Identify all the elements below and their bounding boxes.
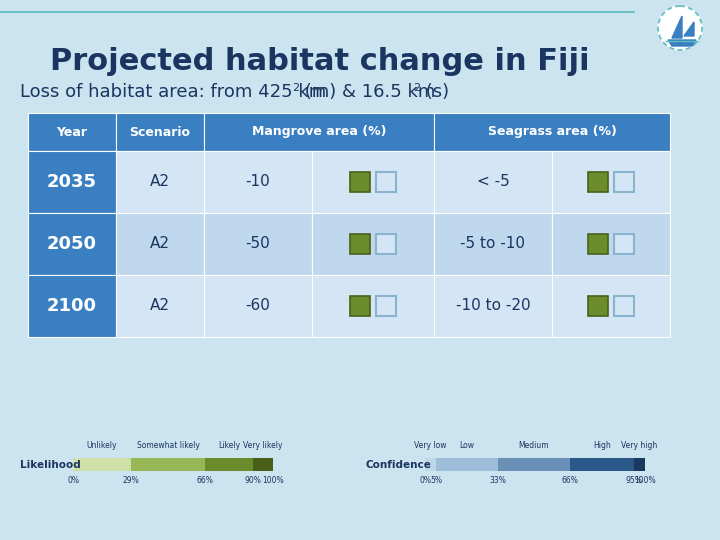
Text: Seagrass area (%): Seagrass area (%) [487,125,616,138]
Text: 0%: 0% [67,476,79,485]
Bar [570,458,634,471]
Bar [498,458,570,471]
Bar [614,234,634,254]
Bar [253,458,273,471]
Text: Likelihood: Likelihood [20,460,81,469]
Bar [28,151,116,213]
Circle shape [658,6,702,50]
Text: < -5: < -5 [477,174,509,190]
Text: High: High [593,441,611,449]
Bar [552,213,670,275]
Bar [204,113,434,151]
Text: Year: Year [56,125,88,138]
Bar [28,275,116,337]
Bar [204,213,312,275]
Polygon shape [684,22,694,36]
Text: Somewhat likely: Somewhat likely [137,441,199,449]
Text: Very low: Very low [414,441,446,449]
Text: -50: -50 [246,237,271,252]
Bar [204,275,312,337]
Bar [376,172,396,192]
Text: 100%: 100% [634,476,656,485]
Text: 2035: 2035 [47,173,97,191]
Text: -10 to -20: -10 to -20 [456,299,531,314]
Bar [434,151,552,213]
Bar [350,296,370,316]
Bar [28,113,116,151]
Text: Loss of habitat area: from 425 km: Loss of habitat area: from 425 km [20,83,326,101]
Text: 33%: 33% [489,476,506,485]
Text: Scenario: Scenario [130,125,191,138]
Bar [131,458,205,471]
Text: 2: 2 [413,83,420,93]
Text: A2: A2 [150,237,170,252]
Text: 5%: 5% [430,476,442,485]
Text: Confidence: Confidence [365,460,431,469]
Text: 66%: 66% [197,476,213,485]
Text: -10: -10 [246,174,271,190]
Bar [588,234,608,254]
Bar [588,172,608,192]
Text: 0%: 0% [419,476,431,485]
Text: Very likely: Very likely [243,441,283,449]
Text: Projected habitat change in Fiji: Projected habitat change in Fiji [50,48,590,77]
Bar [116,113,204,151]
Text: 66%: 66% [562,476,579,485]
Bar [350,172,370,192]
Bar [350,234,370,254]
Bar [28,213,116,275]
Text: Likely: Likely [218,441,240,449]
Text: A2: A2 [150,299,170,314]
Text: Medium: Medium [518,441,549,449]
Bar [436,458,498,471]
Text: 95%: 95% [626,476,642,485]
Text: 2100: 2100 [47,297,97,315]
Bar [312,151,434,213]
Bar [312,213,434,275]
Text: Very high: Very high [621,441,657,449]
Bar [588,296,608,316]
Bar [116,275,204,337]
Text: 2: 2 [292,83,299,93]
Bar [116,213,204,275]
Bar [434,113,670,151]
Text: 29%: 29% [122,476,140,485]
Text: -60: -60 [246,299,271,314]
Bar [614,296,634,316]
Bar [614,172,634,192]
Polygon shape [668,40,696,46]
Polygon shape [672,16,682,38]
Text: 2050: 2050 [47,235,97,253]
Bar [552,151,670,213]
Text: Mangrove area (%): Mangrove area (%) [252,125,386,138]
Bar [434,213,552,275]
Bar [116,151,204,213]
Text: (s): (s) [420,83,449,101]
Bar [73,458,131,471]
Bar [425,458,436,471]
Bar [634,458,645,471]
Text: (m) & 16.5 km: (m) & 16.5 km [299,83,436,101]
Bar [552,275,670,337]
Bar [204,151,312,213]
Text: A2: A2 [150,174,170,190]
Bar [312,275,434,337]
Text: 100%: 100% [262,476,284,485]
Text: Low: Low [459,441,474,449]
Bar [205,458,253,471]
Bar [376,296,396,316]
Text: 90%: 90% [245,476,261,485]
Bar [434,275,552,337]
Text: -5 to -10: -5 to -10 [461,237,526,252]
Text: Unlikely: Unlikely [86,441,117,449]
Bar [376,234,396,254]
